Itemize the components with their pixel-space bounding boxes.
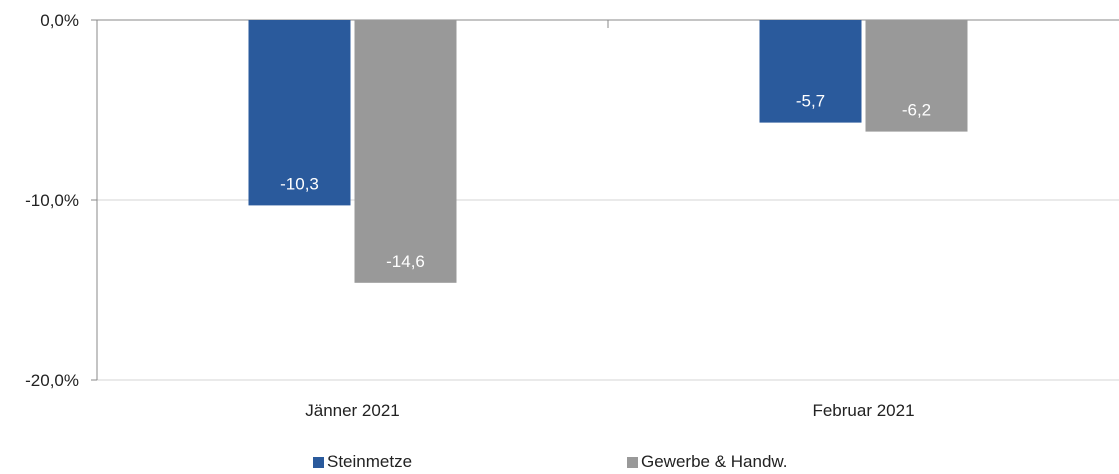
bars xyxy=(248,20,968,283)
axes xyxy=(91,19,609,381)
y-tick-label: 0,0% xyxy=(40,11,79,30)
legend: Steinmetze Gewerbe & Handw. xyxy=(0,452,1119,474)
bar-steinmetze-1 xyxy=(248,20,351,206)
x-category-label: Jänner 2021 xyxy=(305,401,400,420)
data-label: -6,2 xyxy=(902,101,931,120)
legend-label-steinmetze: Steinmetze xyxy=(327,452,413,471)
bar-chart: 0,0% -10,0% -20,0% -10,3 -14,6 Jänner 2021 -5,… xyxy=(25,11,1119,420)
y-tick-label: -10,0% xyxy=(25,191,79,210)
data-label: -10,3 xyxy=(280,174,319,193)
x-category-label: Februar 2021 xyxy=(812,401,914,420)
bar-gewerbe-2 xyxy=(865,20,968,132)
legend-item-gewerbe: Gewerbe & Handw. xyxy=(627,452,787,472)
labels: 0,0% -10,0% -20,0% -10,3 -14,6 Jänner 2021 -5,… xyxy=(25,11,931,420)
legend-item-steinmetze: Steinmetze xyxy=(313,452,412,472)
legend-swatch-gewerbe xyxy=(627,456,638,468)
bar-steinmetze-2 xyxy=(759,20,862,123)
data-label: -5,7 xyxy=(796,92,825,111)
legend-swatch-steinmetze xyxy=(313,456,324,468)
y-tick-label: -20,0% xyxy=(25,371,79,390)
bar-gewerbe-1 xyxy=(354,20,457,283)
data-label: -14,6 xyxy=(386,252,425,271)
legend-label-gewerbe: Gewerbe & Handw. xyxy=(641,452,788,471)
